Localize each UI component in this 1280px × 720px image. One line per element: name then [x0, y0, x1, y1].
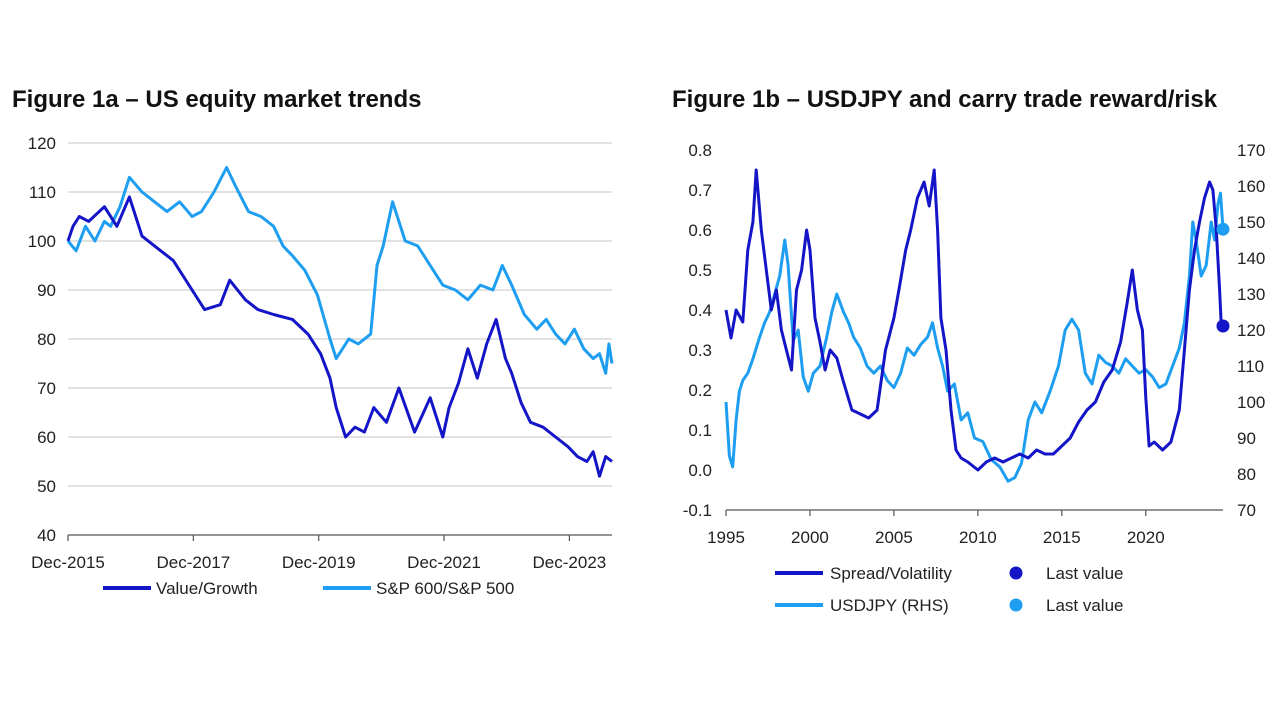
- legend-label: S&P 600/S&P 500: [376, 579, 514, 598]
- x-tick-label: Dec-2023: [533, 553, 607, 572]
- x-tick-label: 1995: [707, 528, 745, 547]
- y2-tick-label: 90: [1237, 429, 1256, 448]
- x-tick-label: Dec-2019: [282, 553, 356, 572]
- y-tick-label: 0.3: [688, 341, 712, 360]
- x-tick-label: 2010: [959, 528, 997, 547]
- y-tick-label: 0.2: [688, 381, 712, 400]
- x-tick-label: 2005: [875, 528, 913, 547]
- x-tick-label: Dec-2015: [31, 553, 105, 572]
- y-tick-label: 40: [37, 526, 56, 545]
- y2-tick-label: 140: [1237, 249, 1265, 268]
- legend-label: Value/Growth: [156, 579, 258, 598]
- y-tick-label: 80: [37, 330, 56, 349]
- legend-marker: [1009, 598, 1023, 612]
- series-line-spread-volatility: [724, 168, 1223, 472]
- figure-1a-title: Figure 1a – US equity market trends: [12, 86, 422, 113]
- y-tick-label: 60: [37, 428, 56, 447]
- x-tick-label: Dec-2017: [156, 553, 230, 572]
- y-tick-label: 0.6: [688, 221, 712, 240]
- y2-tick-label: 110: [1237, 357, 1264, 376]
- y-tick-label: 0.8: [688, 141, 712, 160]
- y2-tick-label: 70: [1237, 501, 1256, 520]
- y-tick-label: 0.4: [688, 301, 712, 320]
- y-tick-label: 70: [37, 379, 56, 398]
- y-tick-label: 0.7: [688, 181, 712, 200]
- figure-1b-chart: -0.1 0.0 0.1 0.2 0.3 0.4 0.5 0.6 0.7 0.8 70 80 90 100…: [683, 141, 1266, 615]
- last-value-marker: [1216, 222, 1230, 236]
- y-tick-label: 0.1: [688, 421, 712, 440]
- legend-label: Spread/Volatility: [830, 564, 952, 583]
- y-tick-label: 0.5: [688, 261, 712, 280]
- figure-1b-title: Figure 1b – USDJPY and carry trade rewar…: [672, 86, 1218, 113]
- y-tick-label: 120: [28, 134, 56, 153]
- legend-label: Last value: [1046, 596, 1124, 615]
- y-tick-label: 110: [29, 183, 56, 202]
- figure-1a-chart: 40 50 60 70 80 90 100 110 120 Dec-2015 Dec-2017 Dec…: [28, 134, 614, 598]
- x-tick-label: 2000: [791, 528, 829, 547]
- legend-label: USDJPY (RHS): [830, 596, 949, 615]
- y-tick-label: 100: [28, 232, 56, 251]
- x-tick-label: 2020: [1127, 528, 1165, 547]
- y2-tick-label: 150: [1237, 213, 1265, 232]
- legend-marker: [1009, 566, 1023, 580]
- series-line-value-growth: [66, 195, 613, 478]
- series-line-usdjpy-rhs-: [724, 191, 1225, 483]
- y2-tick-label: 170: [1237, 141, 1265, 160]
- y-tick-label: 0.0: [688, 461, 712, 480]
- y2-tick-label: 160: [1237, 177, 1265, 196]
- legend-label: Last value: [1046, 564, 1124, 583]
- y2-tick-label: 100: [1237, 393, 1265, 412]
- y-tick-label: -0.1: [683, 501, 712, 520]
- x-tick-label: Dec-2021: [407, 553, 481, 572]
- y-tick-label: 50: [37, 477, 56, 496]
- x-tick-label: 2015: [1043, 528, 1081, 547]
- y2-tick-label: 80: [1237, 465, 1256, 484]
- y2-tick-label: 120: [1237, 321, 1265, 340]
- y-tick-label: 90: [37, 281, 56, 300]
- series-line-s-p-600-s-p-500: [66, 166, 614, 375]
- y2-tick-label: 130: [1237, 285, 1265, 304]
- last-value-marker: [1216, 319, 1230, 333]
